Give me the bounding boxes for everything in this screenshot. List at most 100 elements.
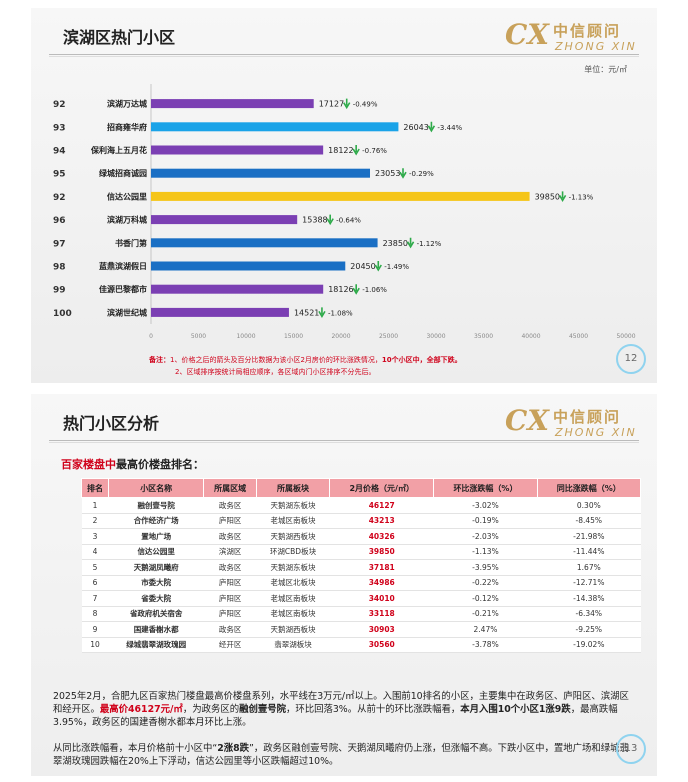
- change-label: -1.06%: [362, 286, 387, 294]
- table-cell: 政务区: [203, 528, 257, 545]
- change-label: -0.64%: [336, 217, 361, 225]
- table-cell: -6.34%: [537, 606, 641, 622]
- logo-text-en: ZHONG XIN: [555, 40, 637, 53]
- table-cell: 30560: [329, 637, 434, 653]
- change-label: -1.49%: [384, 263, 409, 271]
- table-row: 9 国建香榭水都 政务区 天鹅湖西板块 30903 2.47% -9.25%: [81, 621, 641, 638]
- rank-label: 92: [53, 100, 66, 110]
- analysis-paragraph-1: 2025年2月，合肥九区百家热门楼盘最高价楼盘系列，水平线在3万元/㎡以上。入围…: [53, 691, 629, 728]
- table-cell: 省政府机关宿舍: [108, 606, 204, 622]
- category-label: 佳源巴黎都市: [99, 284, 147, 294]
- table-row: 4 信达公园里 滨湖区 环湖CBD板块 39850 -1.13% -11.44%: [81, 544, 641, 560]
- table-cell: 7: [81, 590, 109, 607]
- analysis-paragraph-2: 从同比涨跌幅看，本月价格前十小区中“2涨8跌”，政务区融创壹号院、天鹅湖凤曦府仍…: [53, 743, 629, 767]
- table-cell: 政务区: [203, 497, 257, 514]
- x-tick-label: 5000: [191, 333, 206, 340]
- table-cell: 4: [81, 544, 109, 560]
- title-divider-shadow: [49, 442, 639, 443]
- unit-label: 单位：元/㎡: [584, 65, 627, 74]
- table-cell: -3.02%: [433, 497, 538, 514]
- table-cell: 翡翠湖板块: [256, 637, 330, 653]
- change-label: -0.29%: [409, 170, 434, 178]
- company-logo: CX 中信顾问 ZHONG XIN: [505, 16, 645, 58]
- x-tick-label: 45000: [569, 333, 588, 340]
- table-cell: -8.45%: [537, 513, 641, 529]
- data-label: 18122: [328, 146, 353, 155]
- down-arrow-icon: [427, 121, 436, 133]
- data-label: 20450: [350, 262, 375, 271]
- table-cell: -14.38%: [537, 590, 641, 607]
- table-cell: 政务区: [203, 621, 257, 638]
- price-bar-chart: 92 滨湖万达城 17127 -0.49% 93 招商雍华府 26043 -3.44% 94 保利…: [53, 84, 636, 340]
- table-cell: 庐阳区: [203, 513, 257, 529]
- table-cell: 2.47%: [433, 621, 538, 638]
- chart-note: 备注：1、价格之后的箭头及百分比数据为该小区2月房价的环比涨跌情况，10个小区中…: [149, 354, 462, 378]
- table-cell: -12.71%: [537, 575, 641, 591]
- title-divider: [49, 54, 639, 55]
- bar: [151, 284, 324, 294]
- title-divider-shadow: [49, 56, 639, 57]
- data-label: 14521: [294, 308, 319, 317]
- table-cell: -11.44%: [537, 544, 641, 560]
- table-row: 1 融创壹号院 政务区 天鹅湖东板块 46127 -3.02% 0.30%: [81, 497, 641, 514]
- slide-binhu-hot-communities: 滨湖区热门小区 CX 中信顾问 ZHONG XIN 单位：元/㎡ 92 滨湖万达城…: [31, 8, 657, 383]
- table-cell: 6: [81, 575, 109, 591]
- table-cell: 庐阳区: [203, 575, 257, 591]
- table-row: 2 合作经济广场 庐阳区 老城区南板块 43213 -0.19% -8.45%: [81, 513, 641, 529]
- table-cell: 37181: [329, 559, 434, 576]
- logo-mark-icon: CX: [505, 404, 550, 437]
- x-tick-label: 25000: [379, 333, 398, 340]
- table-cell: 30903: [329, 621, 434, 638]
- table-cell: 天鹅湖凤曦府: [108, 559, 204, 576]
- category-label: 滨湖万达城: [107, 99, 147, 109]
- rank-label: 100: [53, 309, 72, 319]
- table-cell: 33118: [329, 606, 434, 622]
- column-header: 2月价格（元/㎡）: [329, 478, 435, 498]
- x-tick-label: 35000: [474, 333, 493, 340]
- data-label: 17127: [319, 100, 344, 109]
- table-cell: -0.19%: [433, 513, 538, 529]
- table-cell: 46127: [329, 497, 434, 514]
- table-row: 6 市委大院 庐阳区 老城区北板块 34986 -0.22% -12.71%: [81, 575, 641, 591]
- table-cell: -19.02%: [537, 637, 641, 653]
- change-label: -1.08%: [328, 309, 353, 317]
- column-header: 所属区域: [203, 478, 257, 498]
- logo-text-cn: 中信顾问: [553, 408, 622, 426]
- table-cell: 10: [81, 637, 109, 653]
- table-cell: 融创壹号院: [108, 497, 204, 514]
- table-cell: -21.98%: [537, 528, 641, 545]
- rank-label: 97: [53, 239, 66, 249]
- change-label: -1.13%: [569, 193, 594, 201]
- table-cell: 天鹅湖西板块: [256, 528, 330, 545]
- column-header: 同比涨跌幅（%）: [536, 478, 642, 498]
- note-line-2: 2、区域排序按统计局相应顺序，各区域内门小区排序不分先后。: [175, 368, 376, 376]
- table-cell: 合作经济广场: [108, 513, 204, 529]
- table-cell: 省委大院: [108, 590, 204, 607]
- category-label: 滨湖万科城: [107, 215, 147, 225]
- change-label: -0.49%: [353, 101, 378, 109]
- down-arrow-icon: [352, 284, 360, 295]
- table-cell: 39850: [329, 544, 434, 560]
- table-row: 5 天鹅湖凤曦府 政务区 天鹅湖东板块 37181 -3.95% 1.67%: [81, 559, 641, 576]
- table-cell: 老城区南板块: [256, 513, 330, 529]
- table-cell: -0.21%: [433, 606, 538, 622]
- rank-label: 99: [53, 286, 66, 296]
- rank-label: 93: [53, 123, 66, 133]
- bar: [151, 261, 346, 271]
- page-number-badge: 12: [616, 344, 646, 374]
- down-arrow-icon: [558, 191, 567, 202]
- table-cell: 34010: [329, 590, 434, 607]
- down-arrow-icon: [343, 98, 351, 110]
- logo-mark-icon: CX: [505, 18, 550, 51]
- table-cell: 天鹅湖西板块: [256, 621, 330, 638]
- table-row: 3 置地广场 政务区 天鹅湖西板块 40326 -2.03% -21.98%: [81, 528, 641, 545]
- table-cell: 滨湖区: [203, 544, 257, 560]
- page-number-badge: 13: [616, 734, 646, 764]
- table-cell: 天鹅湖东板块: [256, 497, 330, 514]
- column-header: 排名: [80, 478, 110, 498]
- category-label: 保利海上五月花: [90, 145, 147, 155]
- x-tick-label: 0: [149, 333, 153, 340]
- category-label: 蓝鼎滨湖假日: [99, 261, 147, 271]
- table-cell: -3.95%: [433, 559, 538, 576]
- table-cell: 老城区南板块: [256, 590, 330, 607]
